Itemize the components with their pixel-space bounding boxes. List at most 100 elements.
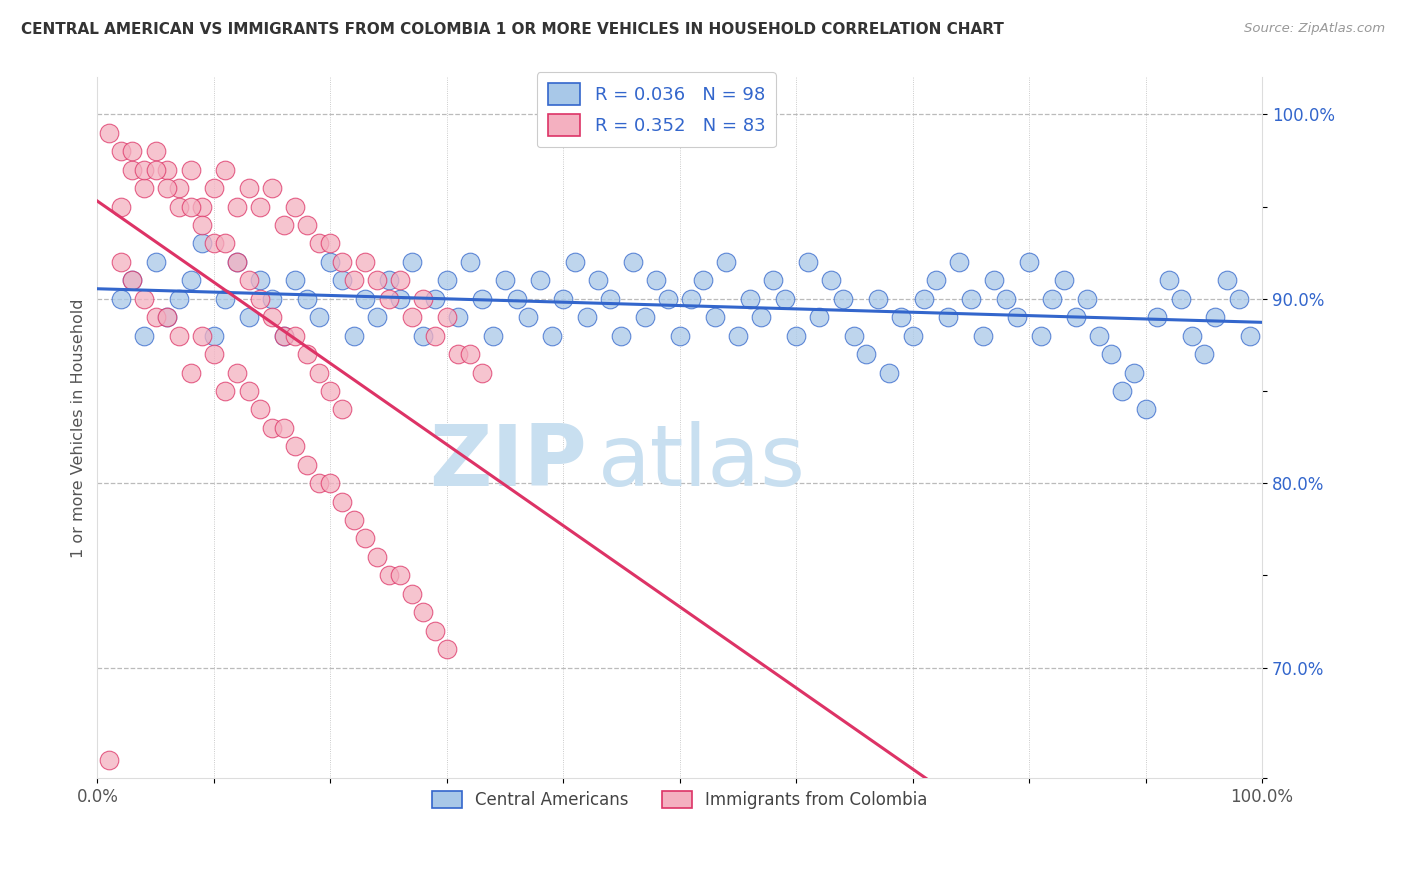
Point bbox=[330, 402, 353, 417]
Point bbox=[295, 218, 318, 232]
Point bbox=[912, 292, 935, 306]
Point bbox=[1053, 273, 1076, 287]
Point bbox=[797, 255, 820, 269]
Point bbox=[180, 162, 202, 177]
Point bbox=[377, 292, 399, 306]
Point bbox=[132, 181, 155, 195]
Point bbox=[145, 255, 167, 269]
Point bbox=[377, 273, 399, 287]
Point bbox=[249, 200, 271, 214]
Point bbox=[703, 310, 725, 325]
Point bbox=[412, 292, 434, 306]
Point bbox=[110, 200, 132, 214]
Point bbox=[901, 328, 924, 343]
Point bbox=[1204, 310, 1226, 325]
Point bbox=[844, 328, 866, 343]
Point bbox=[354, 292, 377, 306]
Point bbox=[866, 292, 889, 306]
Point bbox=[295, 458, 318, 472]
Point bbox=[762, 273, 785, 287]
Point bbox=[121, 162, 143, 177]
Point bbox=[1007, 310, 1029, 325]
Point bbox=[436, 273, 458, 287]
Point bbox=[110, 292, 132, 306]
Point bbox=[890, 310, 912, 325]
Point bbox=[167, 292, 190, 306]
Point bbox=[273, 328, 295, 343]
Legend: Central Americans, Immigrants from Colombia: Central Americans, Immigrants from Colom… bbox=[425, 784, 935, 815]
Point bbox=[423, 292, 446, 306]
Point bbox=[156, 162, 179, 177]
Point bbox=[202, 181, 225, 195]
Point bbox=[610, 328, 633, 343]
Point bbox=[831, 292, 853, 306]
Point bbox=[681, 292, 703, 306]
Point bbox=[1122, 366, 1144, 380]
Point bbox=[447, 347, 470, 361]
Point bbox=[621, 255, 644, 269]
Point bbox=[1042, 292, 1064, 306]
Point bbox=[785, 328, 807, 343]
Point bbox=[145, 145, 167, 159]
Text: Source: ZipAtlas.com: Source: ZipAtlas.com bbox=[1244, 22, 1385, 36]
Point bbox=[238, 384, 260, 398]
Point bbox=[214, 292, 236, 306]
Point bbox=[716, 255, 738, 269]
Point bbox=[284, 328, 307, 343]
Point bbox=[319, 384, 342, 398]
Point bbox=[145, 310, 167, 325]
Point bbox=[1181, 328, 1204, 343]
Point bbox=[948, 255, 970, 269]
Point bbox=[284, 273, 307, 287]
Point bbox=[226, 255, 249, 269]
Point bbox=[249, 273, 271, 287]
Point bbox=[879, 366, 901, 380]
Point bbox=[820, 273, 842, 287]
Point bbox=[657, 292, 679, 306]
Point bbox=[202, 236, 225, 251]
Point bbox=[1111, 384, 1133, 398]
Point bbox=[692, 273, 714, 287]
Point bbox=[214, 236, 236, 251]
Point bbox=[191, 218, 214, 232]
Point bbox=[354, 255, 377, 269]
Point bbox=[145, 162, 167, 177]
Point bbox=[458, 347, 481, 361]
Point bbox=[1135, 402, 1157, 417]
Point bbox=[167, 200, 190, 214]
Point bbox=[191, 200, 214, 214]
Point bbox=[447, 310, 470, 325]
Point bbox=[110, 255, 132, 269]
Point bbox=[586, 273, 609, 287]
Point bbox=[260, 310, 283, 325]
Point bbox=[295, 292, 318, 306]
Point bbox=[423, 624, 446, 638]
Point bbox=[1239, 328, 1261, 343]
Point bbox=[773, 292, 796, 306]
Point bbox=[1216, 273, 1239, 287]
Point bbox=[308, 310, 330, 325]
Point bbox=[972, 328, 994, 343]
Point bbox=[167, 328, 190, 343]
Point bbox=[564, 255, 586, 269]
Point bbox=[1157, 273, 1180, 287]
Point bbox=[110, 145, 132, 159]
Point bbox=[494, 273, 516, 287]
Point bbox=[214, 384, 236, 398]
Point bbox=[645, 273, 668, 287]
Point bbox=[238, 273, 260, 287]
Point bbox=[366, 310, 388, 325]
Point bbox=[412, 605, 434, 619]
Point bbox=[295, 347, 318, 361]
Point bbox=[180, 200, 202, 214]
Point bbox=[983, 273, 1005, 287]
Point bbox=[436, 310, 458, 325]
Point bbox=[319, 236, 342, 251]
Point bbox=[458, 255, 481, 269]
Point bbox=[132, 328, 155, 343]
Point bbox=[401, 310, 423, 325]
Point bbox=[575, 310, 598, 325]
Point bbox=[98, 753, 121, 767]
Point bbox=[482, 328, 505, 343]
Point bbox=[366, 273, 388, 287]
